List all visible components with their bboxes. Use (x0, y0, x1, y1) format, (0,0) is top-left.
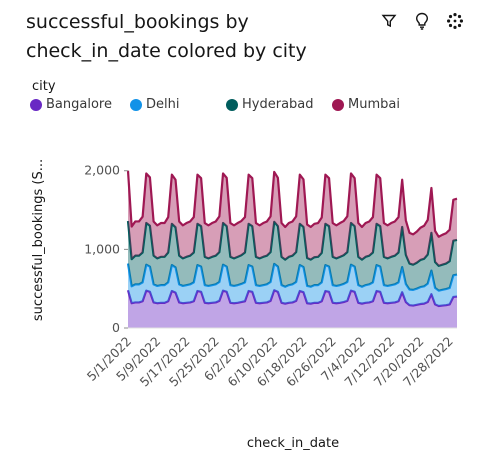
y-tick-label: 2,000 (84, 163, 120, 178)
legend-item-mumbai[interactable]: Mumbai (332, 97, 400, 112)
y-axis: 0 1,000 2,000 (84, 163, 128, 335)
legend-item-bangalore[interactable]: Bangalore (30, 97, 130, 112)
filter-icon[interactable] (378, 10, 400, 32)
chart-title-line-1: successful_bookings by (26, 11, 249, 33)
lightbulb-icon[interactable] (411, 10, 433, 32)
legend: Bangalore Delhi Hyderabad Mumbai (30, 97, 400, 112)
chart-title: successful_bookings by check_in_date col… (26, 8, 366, 66)
line-delhi[interactable] (126, 262, 458, 292)
x-axis-title: check_in_date (247, 436, 339, 451)
plot-area (126, 170, 458, 328)
area-bangalore[interactable] (128, 290, 457, 328)
legend-item-hyderabad[interactable]: Hyderabad (226, 97, 332, 112)
more-options-icon[interactable] (444, 10, 466, 32)
legend-label: Delhi (146, 97, 180, 112)
y-tick-label: 0 (112, 320, 120, 335)
area-mumbai[interactable] (128, 170, 457, 266)
legend-label: Hyderabad (242, 97, 314, 112)
chart-toolbar (378, 10, 466, 32)
legend-label: Mumbai (348, 97, 400, 112)
legend-label: Bangalore (46, 97, 112, 112)
line-bangalore[interactable] (126, 289, 458, 308)
chart-title-line-2: check_in_date colored by city (26, 40, 307, 62)
legend-swatch (130, 98, 142, 111)
y-axis-title: successful_bookings (S... (31, 159, 46, 321)
line-hyderabad[interactable] (126, 220, 458, 267)
legend-swatch (226, 98, 238, 111)
y-tick-label: 1,000 (84, 241, 120, 256)
legend-title: city (32, 79, 56, 94)
x-axis: 5/1/20225/9/20225/17/20225/25/20226/2/20… (84, 327, 457, 389)
legend-item-delhi[interactable]: Delhi (130, 97, 226, 112)
legend-swatch (30, 98, 42, 111)
legend-swatch (332, 98, 344, 111)
line-mumbai[interactable] (126, 170, 458, 238)
